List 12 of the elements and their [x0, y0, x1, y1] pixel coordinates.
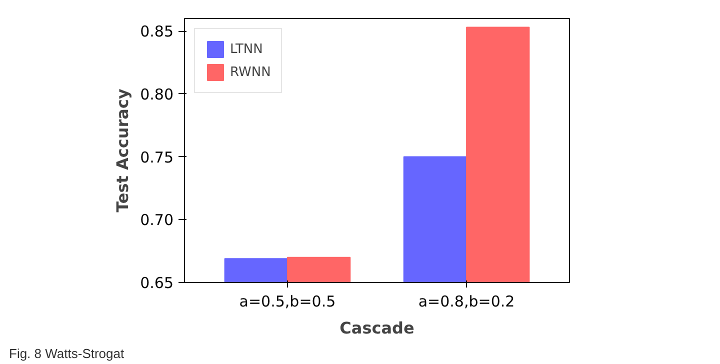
x-tick-label: a=0.8,b=0.2 — [418, 292, 515, 310]
caption: Fig. 8 Watts-Strogat — [9, 345, 124, 363]
y-tick-label: 0.75 — [140, 148, 174, 166]
y-tick-label: 0.80 — [140, 85, 174, 104]
y-tick-label: 0.70 — [140, 211, 174, 230]
legend-label: LTNN — [230, 42, 263, 56]
y-tick-label: 0.85 — [140, 22, 174, 41]
y-tick-label: 0.65 — [140, 274, 174, 292]
x-axis-title: Cascade — [340, 318, 414, 338]
legend-label: RWNN — [230, 64, 271, 80]
y-axis-title: Test Accuracy — [113, 88, 132, 212]
x-tick-label: a=0.5,b=0.5 — [239, 292, 336, 310]
